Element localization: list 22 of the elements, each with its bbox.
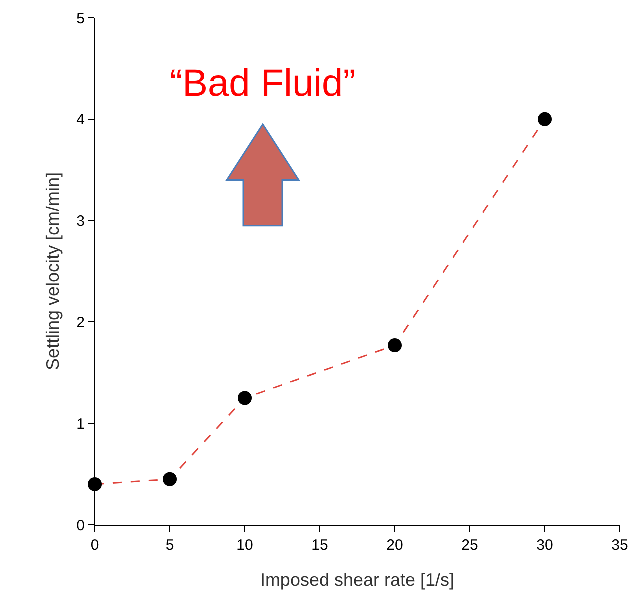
- point: [163, 472, 177, 486]
- x-tick-label: 35: [612, 537, 628, 554]
- x-axis-title: Imposed shear rate [1/s]: [260, 570, 455, 590]
- point: [238, 391, 252, 406]
- x-tick-label: 10: [236, 537, 254, 554]
- y-axis-title: Settling velocity [cm/min]: [42, 172, 63, 371]
- y-tick-label: 1: [76, 416, 85, 433]
- y-tick-label: 0: [76, 517, 85, 534]
- point: [388, 338, 402, 353]
- x-tick-label: 15: [312, 537, 328, 554]
- x-tick-label: 30: [536, 537, 554, 554]
- y-tick-label: 4: [76, 112, 85, 129]
- y-tick-label: 3: [76, 213, 85, 230]
- point: [88, 477, 102, 492]
- x-tick-label: 5: [166, 537, 174, 554]
- y-tick-label: 5: [76, 10, 85, 28]
- x-tick-label: 20: [386, 537, 404, 554]
- x-tick-label: 0: [90, 537, 100, 554]
- point: [538, 112, 552, 126]
- x-tick-label: 25: [462, 537, 478, 554]
- annotation: “Bad Fluid”: [170, 63, 356, 105]
- y-tick-label: 2: [76, 314, 85, 332]
